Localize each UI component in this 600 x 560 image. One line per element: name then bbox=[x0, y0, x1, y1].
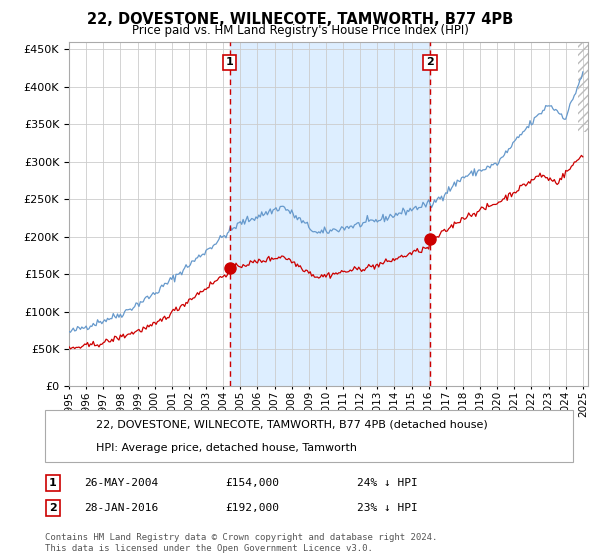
Text: 28-JAN-2016: 28-JAN-2016 bbox=[84, 503, 158, 513]
Text: 22, DOVESTONE, WILNECOTE, TAMWORTH, B77 4PB (detached house): 22, DOVESTONE, WILNECOTE, TAMWORTH, B77 … bbox=[96, 420, 488, 430]
Text: 26-MAY-2004: 26-MAY-2004 bbox=[84, 478, 158, 488]
Text: 22, DOVESTONE, WILNECOTE, TAMWORTH, B77 4PB: 22, DOVESTONE, WILNECOTE, TAMWORTH, B77 … bbox=[87, 12, 513, 27]
Text: £154,000: £154,000 bbox=[225, 478, 279, 488]
Text: Contains HM Land Registry data © Crown copyright and database right 2024.
This d: Contains HM Land Registry data © Crown c… bbox=[45, 533, 437, 553]
Text: 1: 1 bbox=[226, 58, 233, 68]
Text: £192,000: £192,000 bbox=[225, 503, 279, 513]
Bar bbox=[230, 42, 430, 386]
Text: 23% ↓ HPI: 23% ↓ HPI bbox=[357, 503, 418, 513]
Text: 1: 1 bbox=[49, 478, 56, 488]
Text: Price paid vs. HM Land Registry's House Price Index (HPI): Price paid vs. HM Land Registry's House … bbox=[131, 24, 469, 36]
Text: 2: 2 bbox=[426, 58, 434, 68]
Text: 24% ↓ HPI: 24% ↓ HPI bbox=[357, 478, 418, 488]
Text: 2: 2 bbox=[49, 503, 56, 513]
Text: HPI: Average price, detached house, Tamworth: HPI: Average price, detached house, Tamw… bbox=[96, 442, 357, 452]
